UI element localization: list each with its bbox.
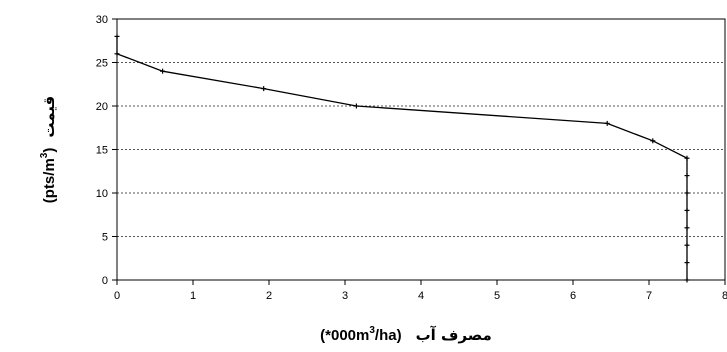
data-point: [261, 86, 267, 92]
x-tick-label: 0: [114, 290, 120, 302]
series-line: [116, 36, 688, 280]
x-tick-label: 7: [646, 290, 652, 302]
y-tick-label: 15: [96, 145, 108, 157]
y-axis-unit-end: ): [41, 148, 58, 153]
x-tick-label: 4: [418, 290, 424, 302]
y-axis-unit: (pts/m: [41, 158, 58, 203]
data-point: [160, 68, 166, 74]
y-tick-label: 30: [96, 14, 108, 26]
x-tick-label: 5: [494, 290, 500, 302]
x-axis-title: (*000m3/ha) مصرف آب: [320, 325, 492, 344]
y-axis-label-persian: قیمت: [40, 96, 58, 138]
data-point: [684, 190, 690, 196]
y-tick-label: 10: [96, 188, 108, 200]
data-point: [684, 277, 690, 283]
data-point: [684, 242, 690, 248]
x-tick-label: 6: [570, 290, 576, 302]
x-tick-label: 2: [266, 290, 272, 302]
data-point: [114, 51, 120, 57]
axis-ticks: 0 5 10 15 20 25 30 0 1 2 3 4 5 6 7 8: [96, 14, 727, 302]
data-point: [684, 207, 690, 213]
data-point: [684, 155, 690, 161]
series-layer: [114, 33, 690, 283]
x-axis-unit: (*000m: [320, 327, 369, 344]
y-tick-label: 20: [96, 101, 108, 113]
data-point: [684, 225, 690, 231]
data-point: [604, 120, 610, 126]
y-tick-label: 25: [96, 58, 108, 70]
x-axis-unit-superscript: 3: [369, 325, 375, 336]
data-point: [650, 138, 656, 144]
y-tick-label: 5: [102, 232, 108, 244]
data-point: [353, 103, 359, 109]
gridlines: [117, 62, 725, 237]
data-point: [684, 173, 690, 179]
y-tick-label: 0: [102, 275, 108, 287]
y-axis-unit-superscript: 3: [39, 152, 50, 158]
data-point: [684, 260, 690, 266]
x-tick-label: 3: [342, 290, 348, 302]
x-tick-label: 1: [190, 290, 196, 302]
x-axis-unit-end: /ha): [375, 327, 402, 344]
x-tick-label: 8: [722, 290, 727, 302]
data-point: [114, 33, 120, 39]
y-axis-title: (pts/m3) قیمت: [39, 96, 58, 203]
x-axis-label-persian: مصرف آب: [416, 326, 492, 344]
